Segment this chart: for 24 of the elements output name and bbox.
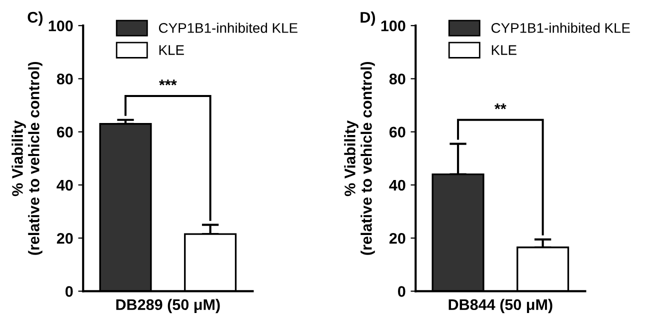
y-axis-title: % Viability (relative to vehicle control)	[344, 62, 375, 255]
y-tick-label: 0	[398, 286, 406, 297]
x-axis-title: DB844 (50 μM)	[448, 298, 552, 314]
y-tick-label: 60	[56, 126, 73, 138]
y-tick-label: 100	[381, 20, 406, 32]
annotation: **	[494, 104, 506, 110]
y-tick-label: 80	[56, 74, 73, 84]
legend-label: KLE	[492, 45, 516, 55]
y-tick-label: 20	[56, 232, 73, 244]
legend-label: CYP1B1-inhibited KLE	[158, 22, 298, 33]
y-tick-label: 40	[389, 180, 406, 191]
y-tick-label: 20	[389, 232, 406, 244]
y-tick-label: 100	[48, 20, 73, 32]
y-tick-label: 0	[66, 286, 73, 297]
annotation: ***	[159, 80, 177, 86]
chart-title: D)	[360, 12, 376, 26]
x-axis-title: DB289 (50 μM)	[116, 298, 220, 314]
chart-title: C)	[28, 12, 43, 26]
y-tick-label: 80	[389, 74, 406, 84]
y-axis-title: % Viability (relative to vehicle control)	[12, 62, 42, 255]
legend-label: KLE	[159, 45, 184, 55]
y-tick-label: 40	[56, 180, 73, 191]
legend-label: CYP1B1-inhibited KLE	[491, 22, 630, 33]
y-tick-label: 60	[389, 126, 406, 138]
